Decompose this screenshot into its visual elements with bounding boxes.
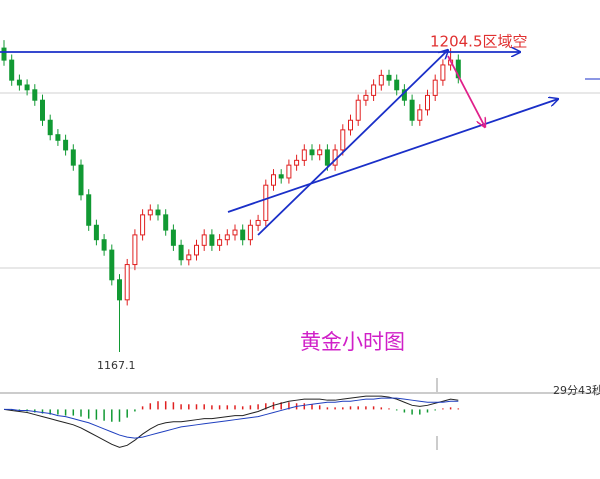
candle-body (232, 229, 238, 236)
timer: 29分43秒 (553, 383, 600, 397)
candle-body (255, 219, 261, 226)
trend-line (227, 99, 558, 213)
candle-body (425, 94, 430, 111)
candle-body (93, 224, 99, 241)
candle-body (348, 119, 353, 131)
candle-body (186, 254, 192, 261)
candle-body (294, 159, 300, 166)
candle-body (117, 279, 122, 301)
candle-body (363, 94, 369, 101)
candle-body (240, 229, 246, 241)
candle-body (355, 99, 361, 121)
candle-body (309, 149, 315, 156)
candle-body (63, 139, 69, 151)
candle-body (1, 47, 7, 61)
candle-body (224, 234, 230, 241)
candle-body (170, 229, 176, 246)
candle-body (386, 74, 392, 81)
candle-body (271, 174, 276, 186)
candle-body (371, 84, 377, 96)
candle-body (47, 119, 53, 136)
layout-lines (0, 78, 600, 450)
candle-body (324, 149, 330, 166)
candle-body (86, 194, 92, 226)
candle-body (455, 59, 461, 79)
macd-line (3, 395, 459, 448)
candle-body (32, 89, 38, 101)
candle-body (378, 74, 384, 86)
candle-body (178, 244, 184, 261)
candle-body (70, 149, 76, 166)
candle-body (194, 244, 199, 256)
plot (1, 40, 461, 448)
candle-body (278, 174, 284, 179)
candle-body (394, 79, 400, 91)
trend-line (257, 50, 448, 236)
candle-body (55, 134, 61, 141)
candle-body (147, 209, 153, 216)
candle-body (217, 239, 223, 246)
macd-line (4, 397, 459, 439)
candle-body (78, 164, 84, 196)
candle-body (317, 149, 323, 156)
trend-lines (0, 50, 558, 236)
candle-body (286, 164, 292, 179)
candle-body (201, 234, 207, 246)
candle-body (40, 99, 45, 121)
candle-body (16, 79, 22, 86)
candle-body (109, 249, 115, 281)
candle-body (209, 234, 215, 246)
chart-title: 黄金小时图 (300, 330, 405, 354)
candle-body (140, 214, 146, 236)
candle-body (440, 64, 446, 81)
candle-body (132, 234, 138, 266)
annotation: 1204.5区域空 (430, 33, 528, 51)
candle-body (247, 224, 253, 241)
candle-body (24, 84, 30, 91)
candle-body (155, 209, 161, 216)
low-label: 1167.1 (97, 359, 136, 372)
candle-body (101, 239, 107, 251)
candle-body (163, 214, 169, 231)
candle-body (417, 109, 423, 121)
forecast-arrow (447, 55, 485, 127)
candle-body (263, 184, 269, 221)
candle-body (9, 59, 15, 81)
candle-body (301, 149, 307, 161)
candle-body (340, 129, 346, 151)
candle-body (432, 79, 438, 96)
candle-body (124, 264, 130, 301)
candle-body (409, 99, 415, 121)
